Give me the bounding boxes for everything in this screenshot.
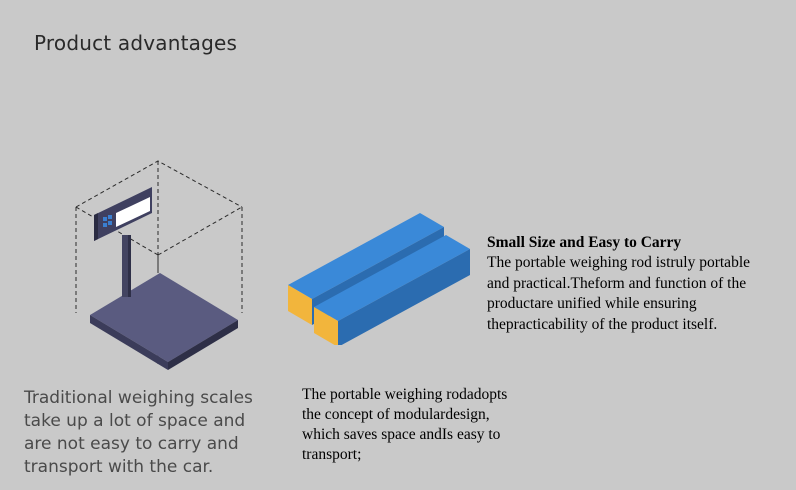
page-title: Product advantages bbox=[34, 31, 238, 55]
weighing-scale-icon bbox=[75, 160, 243, 370]
feature-heading: Small Size and Easy to Carry bbox=[487, 234, 682, 251]
feature-block: Small Size and Easy to Carry The portabl… bbox=[487, 233, 792, 335]
middle-caption: The portable weighing rodadopts the conc… bbox=[302, 386, 508, 463]
feature-body: The portable weighing rod istruly portab… bbox=[487, 254, 751, 333]
portable-weighing-rod-icon bbox=[288, 213, 470, 345]
left-caption: Traditional weighing scales take up a lo… bbox=[24, 388, 253, 477]
